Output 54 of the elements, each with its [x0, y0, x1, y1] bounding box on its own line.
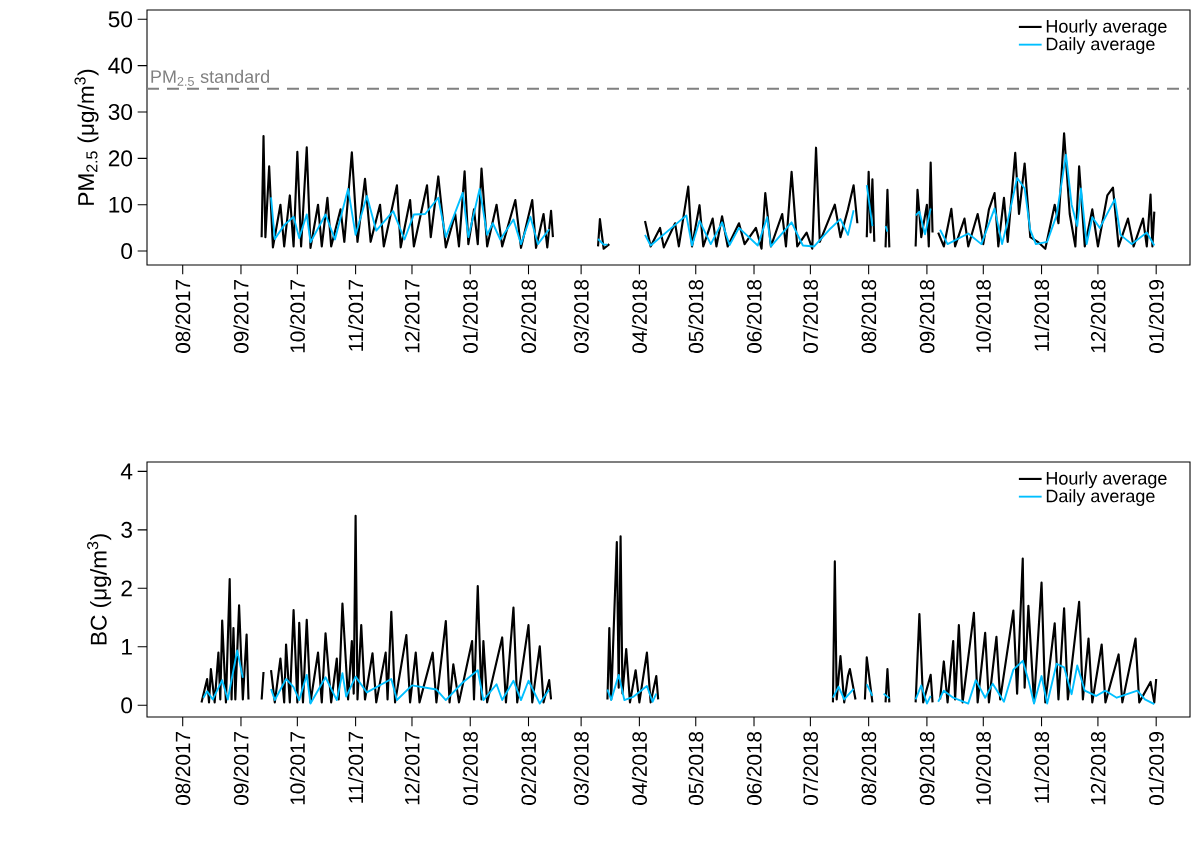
- x-tick-label: 12/2018: [1090, 279, 1106, 353]
- x-tick-label: 09/2017: [233, 280, 249, 353]
- legend-label: Daily average: [1046, 37, 1155, 54]
- x-tick-label: 11/2018: [1033, 731, 1050, 803]
- x-tick-label: 01/2018: [462, 731, 478, 805]
- y-tick-label: 3: [121, 521, 132, 538]
- x-tick-label: 04/2018: [631, 731, 647, 805]
- x-tick-label: 06/2018: [746, 279, 762, 353]
- x-tick-label: 08/2018: [861, 731, 877, 805]
- x-tick-label: 03/2018: [573, 279, 589, 353]
- y-tick-label: 40: [108, 57, 133, 74]
- y-tick-label: 0: [121, 697, 133, 714]
- x-tick-label: 09/2017: [233, 732, 249, 805]
- x-tick-label: 09/2018: [919, 731, 935, 805]
- y-tick-label: 10: [109, 196, 133, 213]
- x-tick-label: 01/2019: [1148, 280, 1164, 353]
- x-tick-label: 01/2019: [1148, 732, 1164, 805]
- x-tick-label: 09/2018: [919, 279, 935, 353]
- x-tick-label: 11/2017: [348, 280, 364, 351]
- legend-label: Hourly average: [1046, 471, 1167, 489]
- x-tick-label: 08/2018: [861, 279, 877, 353]
- y-axis-title: BC (μg/m$^{3}$): [87, 534, 112, 645]
- x-tick-label: 10/2017: [289, 280, 305, 353]
- y-tick-label: 4: [120, 463, 133, 480]
- x-tick-label: 05/2018: [688, 731, 704, 805]
- x-tick-label: 02/2018: [520, 279, 537, 353]
- x-tick-label: 02/2018: [520, 731, 537, 805]
- y-tick-label: 50: [108, 11, 133, 28]
- x-tick-label: 06/2018: [746, 731, 762, 805]
- y-tick-label: 2: [121, 580, 132, 597]
- x-tick-label: 04/2018: [631, 279, 647, 353]
- x-tick-label: 10/2018: [975, 731, 991, 805]
- x-tick-label: 12/2018: [1090, 731, 1106, 805]
- x-tick-label: 10/2017: [289, 732, 305, 805]
- x-tick-label: 10/2018: [975, 279, 991, 353]
- legend-label: Hourly average: [1046, 19, 1167, 37]
- ref-line-label: PM$_{2.5}$ standard: [151, 69, 269, 86]
- x-tick-label: 01/2018: [462, 279, 478, 353]
- x-tick-label: 08/2017: [175, 280, 191, 353]
- x-tick-label: 07/2018: [802, 731, 818, 805]
- legend-label: Daily average: [1046, 489, 1155, 506]
- x-tick-label: 07/2018: [802, 279, 818, 353]
- x-tick-label: 11/2017: [348, 732, 364, 803]
- x-tick-label: 08/2017: [175, 732, 191, 805]
- x-tick-label: 12/2017: [404, 732, 420, 805]
- y-tick-label: 0: [121, 243, 133, 260]
- y-axis-title: PM$_{2.5}$ (μg/m$^{3}$): [74, 69, 99, 205]
- y-tick-label: 30: [108, 103, 133, 121]
- x-tick-label: 11/2018: [1033, 279, 1050, 351]
- y-tick-label: 20: [108, 150, 133, 167]
- x-tick-label: 05/2018: [688, 279, 704, 353]
- x-tick-label: 12/2017: [404, 280, 420, 353]
- y-tick-label: 1: [122, 639, 132, 655]
- x-tick-label: 03/2018: [573, 731, 589, 805]
